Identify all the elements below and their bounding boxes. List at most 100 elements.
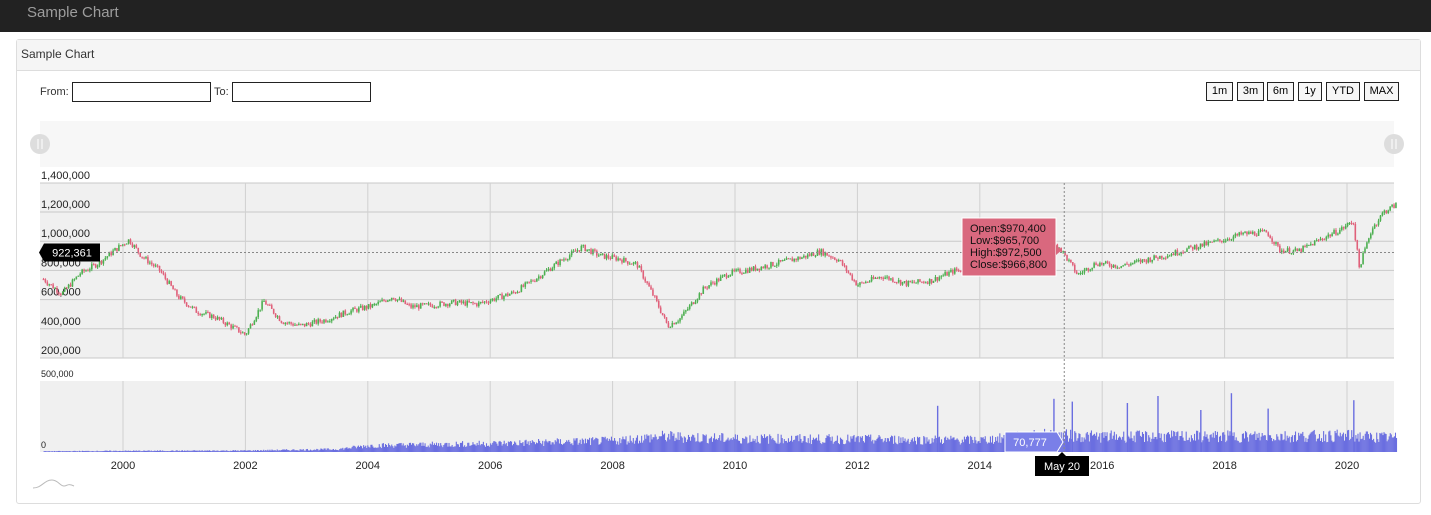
volume-bar (1103, 437, 1105, 452)
volume-bar (444, 443, 446, 452)
candle-body (203, 313, 205, 315)
volume-bar (1304, 441, 1306, 452)
candle-body (253, 321, 256, 325)
volume-bar (1329, 430, 1331, 452)
volume-bar (429, 443, 431, 452)
volume-bar (1286, 435, 1288, 452)
candle-body (626, 261, 629, 264)
candle-body (847, 270, 850, 273)
to-date-input[interactable] (232, 82, 371, 102)
candle-body (129, 239, 132, 244)
volume-bar (568, 439, 570, 452)
volume-bar (611, 440, 614, 452)
volume-bar (452, 446, 454, 452)
price-tick-label: 1,200,000 (41, 199, 90, 211)
from-date-input[interactable] (72, 82, 211, 102)
volume-bar (988, 442, 990, 452)
volume-bar (1256, 433, 1258, 452)
slider-handle-icon (30, 134, 50, 154)
volume-bar (713, 433, 716, 452)
candle-body (1329, 234, 1331, 237)
candle-body (282, 322, 285, 325)
volume-bar (1135, 431, 1137, 452)
volume-bar (572, 445, 574, 452)
volume-bar (274, 450, 276, 452)
volume-bar (787, 438, 789, 452)
candle-body (636, 262, 639, 268)
volume-bar (1330, 435, 1332, 452)
volume-bar (298, 450, 300, 452)
volume-bar (165, 451, 167, 452)
volume-bar (100, 451, 102, 452)
volume-bar (1298, 432, 1300, 452)
volume-bar (975, 440, 977, 452)
volume-bar (1271, 437, 1273, 452)
candle-body (214, 318, 217, 320)
range-button-max[interactable]: MAX (1364, 82, 1399, 101)
volume-bar (661, 430, 664, 452)
candle-body (1104, 261, 1107, 264)
candle-body (249, 324, 252, 329)
navigator-strip (40, 121, 1394, 167)
volume-bar (581, 438, 583, 452)
candle-body (61, 291, 64, 295)
volume-bar (1387, 439, 1389, 452)
volume-bar (1106, 432, 1108, 452)
candle-body (162, 272, 165, 275)
volume-bar (207, 450, 210, 452)
volume-bar (1175, 436, 1177, 452)
volume-bar (974, 436, 976, 452)
volume-bar (441, 445, 443, 452)
candle-body (1128, 264, 1130, 266)
volume-bar (222, 450, 224, 452)
volume-bar (1299, 435, 1301, 452)
candle-body (803, 255, 805, 258)
volume-bar (1120, 437, 1122, 452)
volume-bar (408, 442, 411, 452)
candle-body (466, 300, 468, 306)
volume-bar (796, 435, 798, 452)
volume-bar (379, 446, 381, 452)
volume-bar (772, 437, 774, 452)
candle-body (787, 258, 790, 260)
candle-body (667, 322, 670, 328)
volume-bar (741, 443, 743, 452)
volume-bar (1199, 432, 1201, 452)
volume-bar (649, 442, 651, 452)
volume-bar (595, 437, 597, 452)
range-button-ytd[interactable]: YTD (1326, 82, 1360, 101)
volume-bar (1296, 441, 1298, 452)
range-button-1m[interactable]: 1m (1206, 82, 1233, 101)
volume-bar (193, 450, 195, 452)
candle-body (240, 332, 242, 334)
app-brand[interactable]: Sample Chart (27, 4, 119, 21)
candle-body (907, 280, 910, 286)
volume-bar (205, 450, 207, 452)
candle-body (485, 301, 488, 303)
volume-bar (390, 446, 392, 452)
candle-body (445, 304, 447, 306)
volume-bar (1233, 432, 1235, 452)
volume-bar (389, 444, 391, 452)
candle-body (168, 281, 171, 284)
volume-bar (845, 443, 847, 452)
range-button-1y[interactable]: 1y (1298, 82, 1322, 101)
candle-body (863, 282, 865, 284)
volume-bar (604, 436, 606, 452)
volume-bar (387, 447, 389, 452)
volume-bar (784, 441, 786, 452)
volume-bar (905, 442, 907, 452)
volume-bar (288, 450, 290, 452)
candle-body (69, 284, 72, 287)
range-button-6m[interactable]: 6m (1267, 82, 1294, 101)
volume-bar (496, 443, 498, 452)
candle-body (394, 299, 397, 301)
volume-bar (497, 445, 499, 452)
candle-body (336, 316, 339, 318)
candle-body (924, 282, 927, 284)
volume-bar (480, 444, 482, 452)
range-button-3m[interactable]: 3m (1237, 82, 1264, 101)
candle-body (582, 244, 585, 246)
volume-bar (1173, 430, 1175, 452)
